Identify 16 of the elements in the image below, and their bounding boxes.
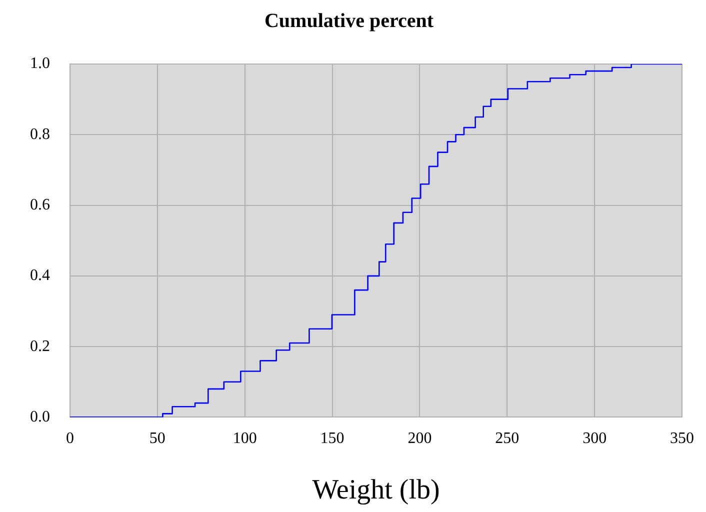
y-tick-label: 0.0	[30, 408, 50, 426]
x-tick-label: 350	[670, 430, 694, 448]
x-tick-label: 250	[495, 430, 520, 448]
x-tick-label: 200	[408, 430, 432, 448]
x-tick-label: 0	[66, 430, 74, 448]
y-tick-label: 0.2	[30, 338, 50, 355]
y-tick-label: 0.6	[30, 196, 50, 214]
x-axis-title: Weight (lb)	[312, 474, 440, 506]
x-tick-label: 300	[582, 430, 607, 448]
y-tick-label: 0.8	[30, 126, 50, 143]
y-tick-label: 0.4	[30, 267, 50, 284]
x-tick-label: 50	[149, 430, 166, 448]
chart-title: Cumulative percent	[264, 10, 434, 32]
x-tick-label: 150	[320, 430, 344, 448]
x-tick-label: 100	[232, 430, 257, 448]
y-tick-label: 1.0	[30, 55, 50, 72]
